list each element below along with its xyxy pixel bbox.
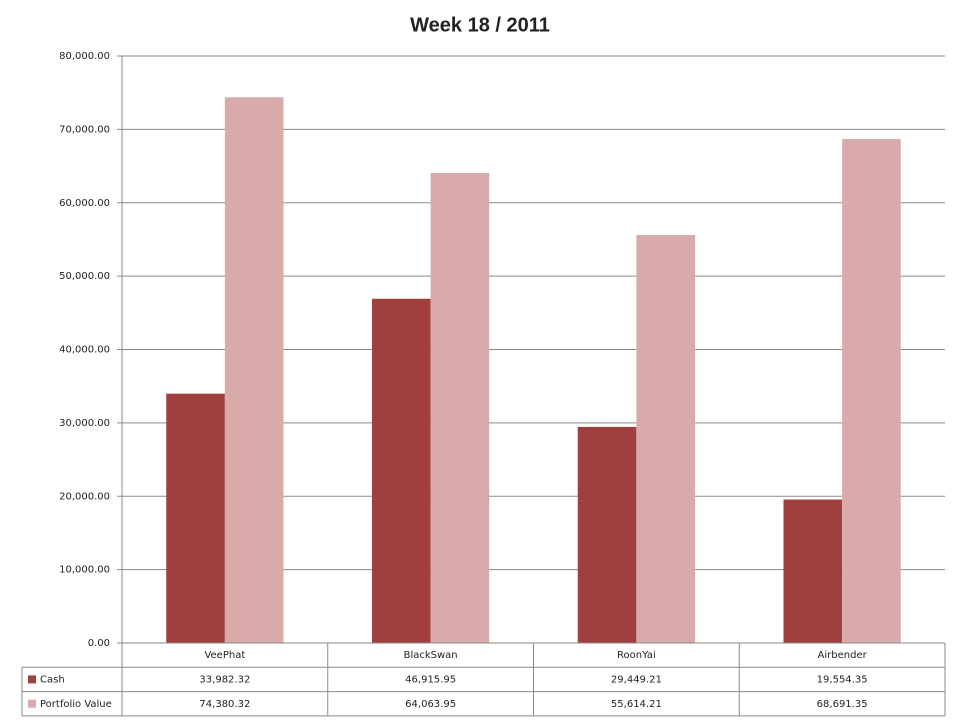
bar	[371, 298, 431, 643]
table-value: 74,380.32	[199, 699, 250, 710]
y-tick-label: 80,000.00	[59, 51, 110, 62]
y-tick-label: 60,000.00	[59, 198, 110, 209]
table-value: 33,982.32	[199, 674, 250, 685]
x-tick-label: VeePhat	[204, 650, 245, 661]
y-tick-label: 30,000.00	[59, 418, 110, 429]
bar	[842, 138, 901, 643]
table-value: 29,449.21	[611, 674, 662, 685]
y-tick-label: 40,000.00	[59, 345, 110, 356]
bar	[783, 499, 843, 643]
y-tick-label: 0.00	[88, 638, 110, 649]
table-value: 19,554.35	[817, 674, 868, 685]
bar	[166, 393, 225, 643]
y-tick-label: 50,000.00	[59, 271, 110, 282]
chart-title: Week 18 / 2011	[410, 14, 550, 36]
table-value: 64,063.95	[405, 699, 456, 710]
bar	[577, 426, 637, 643]
y-tick-label: 20,000.00	[59, 491, 110, 502]
legend-label: Portfolio Value	[40, 699, 112, 710]
x-tick-label: BlackSwan	[404, 650, 458, 661]
bar	[224, 97, 284, 644]
legend-key	[28, 699, 36, 708]
table-value: 68,691.35	[817, 699, 868, 710]
table-value: 46,915.95	[405, 674, 456, 685]
legend-key	[28, 675, 36, 684]
table-value: 55,614.21	[611, 699, 662, 710]
bar	[430, 172, 490, 643]
legend-label: Cash	[40, 674, 65, 685]
y-tick-label: 10,000.00	[59, 565, 110, 576]
y-tick-label: 70,000.00	[59, 124, 110, 135]
x-tick-label: Airbender	[818, 650, 868, 661]
x-tick-label: RoonYai	[617, 650, 656, 661]
bar	[636, 234, 696, 644]
